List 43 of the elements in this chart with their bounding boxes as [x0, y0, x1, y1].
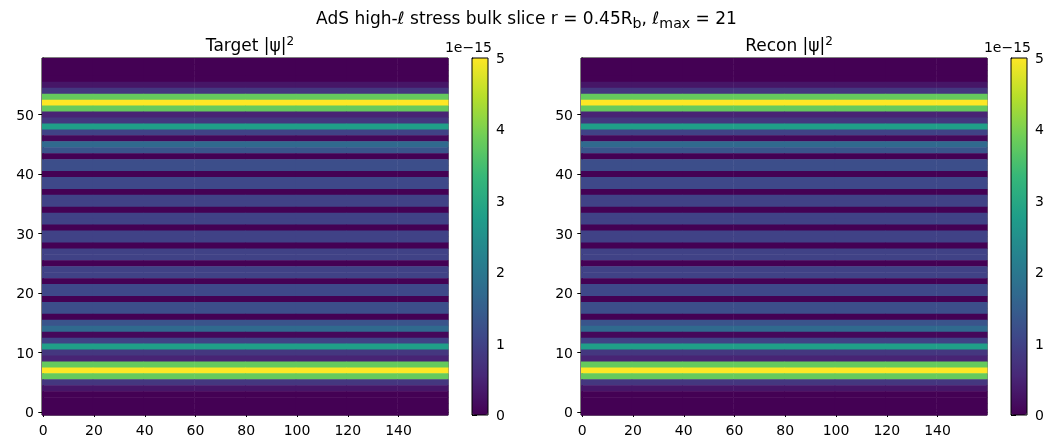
color-bar-label: 5 — [496, 50, 505, 66]
x-tick-label: 60 — [186, 422, 205, 438]
y-tick-label: 10 — [555, 344, 573, 361]
x-tick-label: 140 — [924, 422, 951, 438]
y-tick-label: 50 — [555, 106, 573, 123]
x-tick-label: 40 — [674, 422, 693, 438]
x-tick-label: 100 — [283, 422, 311, 438]
x-tick-label: 60 — [725, 422, 744, 438]
y-tick-label: 0 — [564, 404, 573, 421]
color-bar-label: 0 — [1035, 407, 1044, 423]
color-bar-label: 2 — [1035, 264, 1044, 281]
color-bar-label: 1 — [496, 335, 505, 352]
x-tick-label: 40 — [135, 422, 154, 438]
color-bar-label: 5 — [1035, 50, 1044, 66]
color-bar-label: 4 — [1035, 121, 1044, 138]
x-tick-label: 20 — [85, 422, 103, 438]
x-tick-label: 120 — [334, 422, 362, 438]
x-tick-label: 140 — [385, 422, 412, 438]
color-bar-label: 4 — [496, 121, 505, 138]
x-tick-label: 0 — [577, 422, 587, 438]
x-tick-label: 120 — [873, 422, 901, 438]
y-tick-label: 20 — [16, 285, 34, 302]
y-tick-label: 30 — [555, 225, 573, 242]
y-tick-label: 30 — [16, 225, 34, 242]
y-tick-label: 40 — [555, 166, 573, 183]
y-tick-label: 20 — [555, 285, 573, 302]
color-bar-label: 3 — [1035, 192, 1044, 209]
y-tick-label: 0 — [25, 404, 34, 421]
color-bar-label: 3 — [496, 192, 505, 209]
x-tick-label: 100 — [822, 422, 850, 438]
x-tick-label: 80 — [237, 422, 256, 438]
x-tick-label: 80 — [776, 422, 795, 438]
y-tick-label: 10 — [16, 344, 34, 361]
y-tick-label: 50 — [16, 106, 34, 123]
color-bar-label: 1 — [1035, 335, 1044, 352]
color-bar-label: 2 — [496, 264, 505, 281]
color-bar-title: 1e−15 — [444, 39, 492, 55]
text: AdS high-ℓ stress bulk slice r = 0.45R$_{b}$, ℓ$_{max}$ = 21 — [315, 8, 738, 32]
color-bar-title: 1e−15 — [983, 39, 1031, 55]
x-tick-label: 20 — [624, 422, 642, 438]
x-tick-label: 0 — [38, 422, 48, 438]
color-bar-label: 0 — [496, 407, 505, 423]
y-tick-label: 40 — [16, 166, 34, 183]
